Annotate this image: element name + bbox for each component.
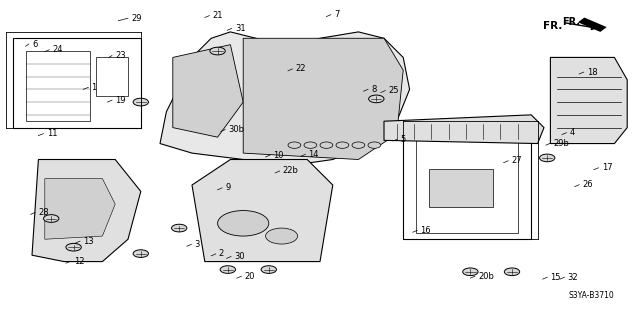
Text: 13: 13 bbox=[83, 237, 94, 246]
Bar bbox=[403, 128, 531, 239]
Text: 22b: 22b bbox=[283, 167, 299, 175]
Text: 10: 10 bbox=[273, 151, 284, 160]
Circle shape bbox=[320, 142, 333, 148]
Text: 31: 31 bbox=[235, 24, 246, 33]
Bar bbox=[13, 38, 141, 128]
Text: 14: 14 bbox=[308, 150, 319, 159]
Text: 15: 15 bbox=[550, 273, 561, 282]
Text: 20: 20 bbox=[244, 272, 255, 281]
Circle shape bbox=[261, 266, 276, 273]
Bar bbox=[429, 169, 493, 207]
Text: 18: 18 bbox=[587, 68, 598, 77]
Text: 22: 22 bbox=[296, 64, 306, 73]
Text: 26: 26 bbox=[582, 180, 593, 189]
Text: 16: 16 bbox=[420, 226, 431, 235]
Text: 17: 17 bbox=[602, 163, 612, 172]
Bar bbox=[416, 140, 518, 233]
Circle shape bbox=[133, 98, 148, 106]
Text: 32: 32 bbox=[568, 273, 579, 282]
Circle shape bbox=[369, 95, 384, 103]
Text: FR.: FR. bbox=[543, 20, 562, 31]
Text: 6: 6 bbox=[32, 40, 37, 48]
Circle shape bbox=[540, 154, 555, 162]
Polygon shape bbox=[243, 38, 403, 160]
Circle shape bbox=[352, 142, 365, 148]
Circle shape bbox=[210, 47, 225, 55]
Text: 19: 19 bbox=[115, 96, 125, 105]
Bar bbox=[26, 51, 90, 121]
Text: 4: 4 bbox=[570, 128, 575, 137]
Circle shape bbox=[336, 142, 349, 148]
Text: 3: 3 bbox=[195, 240, 200, 249]
Circle shape bbox=[133, 250, 148, 257]
Text: 27: 27 bbox=[511, 156, 522, 165]
Text: 29: 29 bbox=[131, 14, 141, 23]
Bar bbox=[96, 57, 128, 96]
Circle shape bbox=[218, 211, 269, 236]
Polygon shape bbox=[32, 160, 141, 262]
Polygon shape bbox=[384, 115, 544, 144]
Circle shape bbox=[44, 215, 59, 222]
Text: 5: 5 bbox=[401, 135, 406, 144]
Text: S3YA-B3710: S3YA-B3710 bbox=[569, 291, 614, 300]
Circle shape bbox=[304, 142, 317, 148]
Polygon shape bbox=[173, 45, 243, 137]
Text: 9: 9 bbox=[225, 183, 230, 192]
Circle shape bbox=[266, 228, 298, 244]
Text: 11: 11 bbox=[47, 129, 57, 138]
Polygon shape bbox=[578, 18, 607, 32]
Circle shape bbox=[288, 142, 301, 148]
Text: 30: 30 bbox=[234, 252, 245, 261]
Text: 23: 23 bbox=[115, 51, 126, 60]
Circle shape bbox=[463, 268, 478, 276]
Text: 2: 2 bbox=[219, 249, 224, 258]
Text: 12: 12 bbox=[74, 257, 84, 266]
Text: 24: 24 bbox=[52, 45, 63, 54]
Polygon shape bbox=[45, 179, 115, 239]
Text: 25: 25 bbox=[388, 86, 399, 95]
Circle shape bbox=[220, 266, 236, 273]
Polygon shape bbox=[192, 160, 333, 262]
Text: 8: 8 bbox=[371, 85, 376, 94]
Circle shape bbox=[66, 243, 81, 251]
Text: 28: 28 bbox=[38, 208, 49, 217]
Circle shape bbox=[368, 142, 381, 148]
Text: 20b: 20b bbox=[478, 272, 494, 281]
Circle shape bbox=[172, 224, 187, 232]
Circle shape bbox=[504, 268, 520, 276]
Text: 30b: 30b bbox=[228, 125, 244, 134]
Polygon shape bbox=[550, 57, 627, 144]
Text: 7: 7 bbox=[334, 10, 339, 19]
Text: 29b: 29b bbox=[554, 139, 570, 148]
Text: 21: 21 bbox=[212, 11, 223, 20]
Polygon shape bbox=[160, 32, 410, 166]
Text: 1: 1 bbox=[92, 83, 97, 92]
Text: FR.: FR. bbox=[562, 17, 580, 27]
